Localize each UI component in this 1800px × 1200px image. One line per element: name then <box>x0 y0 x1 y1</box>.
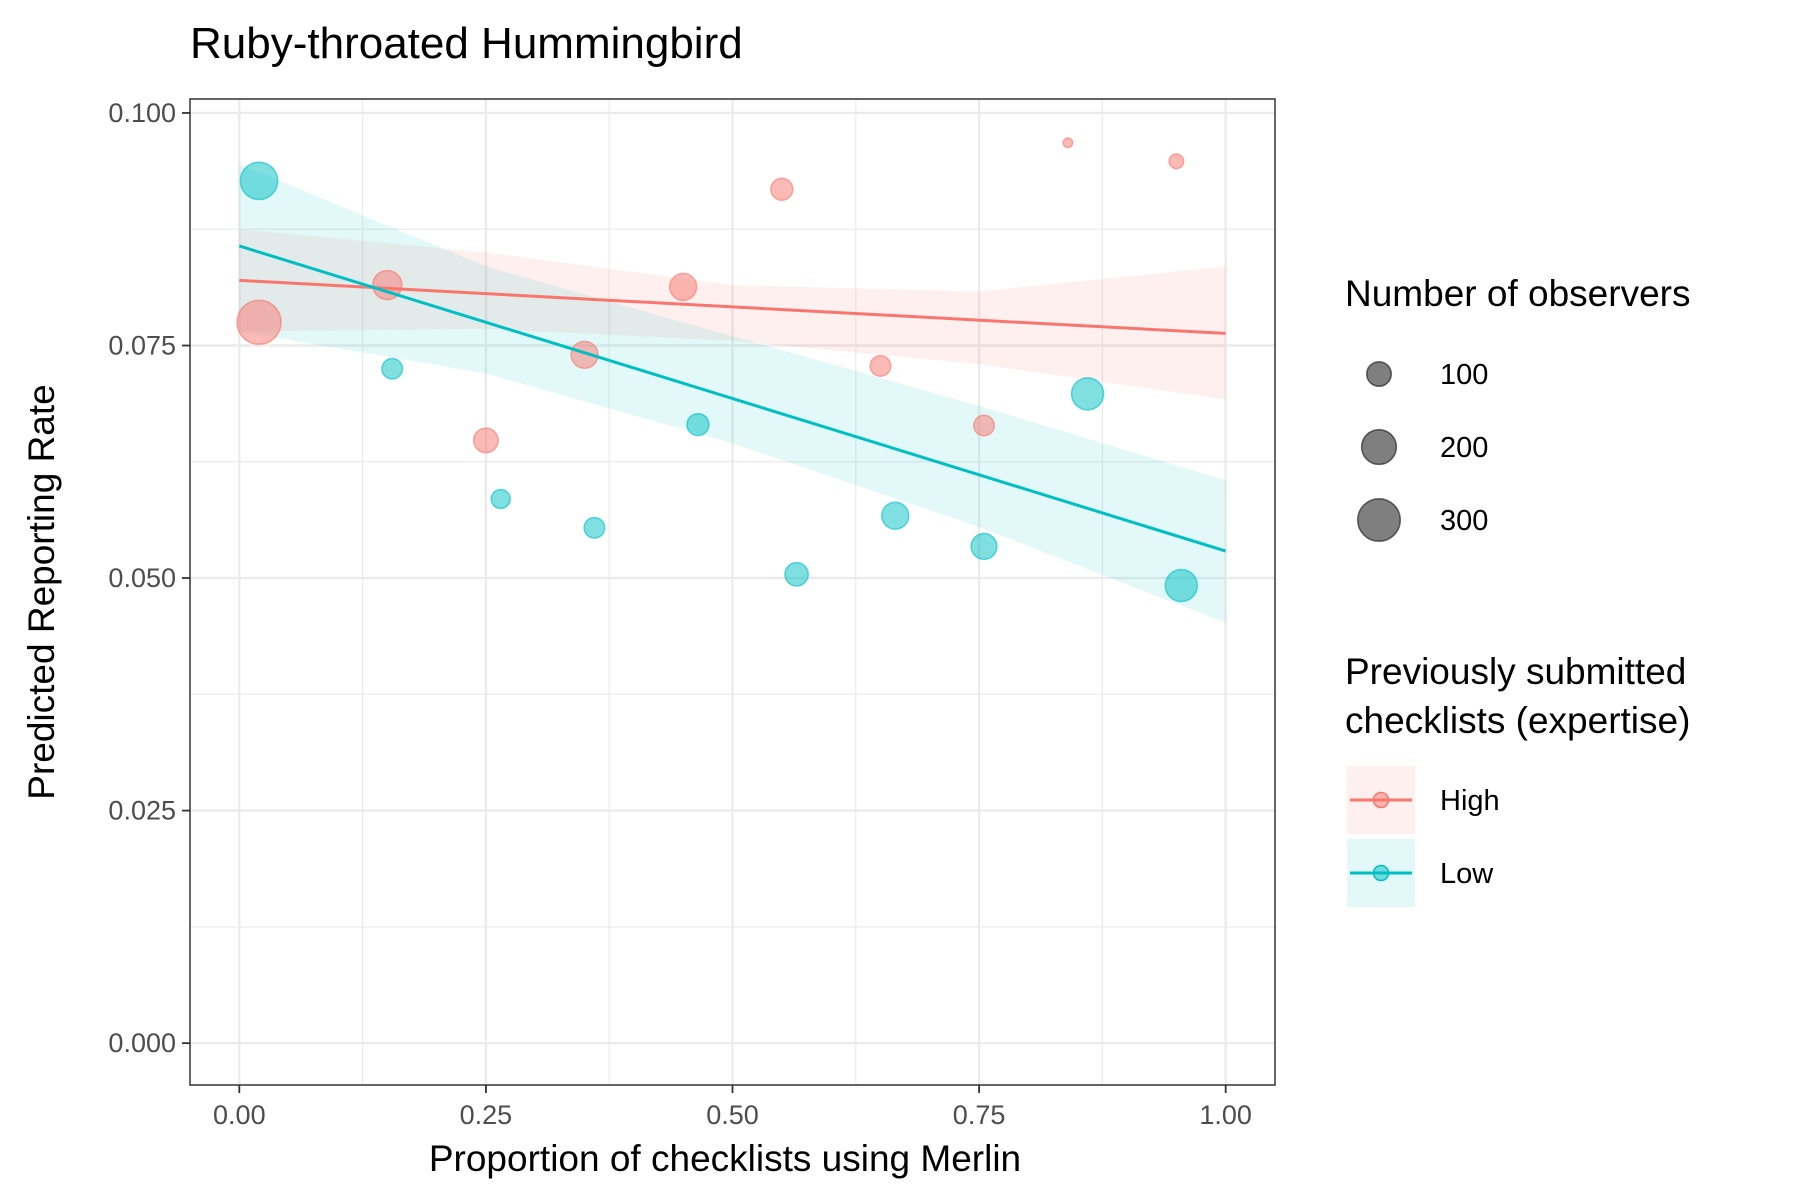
data-point-low <box>381 357 404 380</box>
trend-line-high <box>239 278 1226 335</box>
data-point-low <box>970 532 998 561</box>
trend-line-low <box>238 244 1227 553</box>
data-point-high <box>472 427 499 454</box>
color-legend-label: Low <box>1440 858 1494 890</box>
chart-title: Ruby-throated Hummingbird <box>190 19 743 68</box>
size-legend-key <box>1356 497 1402 543</box>
data-point-high <box>668 272 698 302</box>
size-legend-label: 200 <box>1440 432 1488 464</box>
y-tick-label: 0.050 <box>108 563 176 593</box>
y-axis: 0.000 0.025 0.050 0.075 0.100 <box>108 98 190 1058</box>
data-point-low <box>686 412 710 437</box>
plot-panel <box>189 98 1276 1086</box>
size-legend-key <box>1360 428 1398 466</box>
confidence-band-low <box>239 164 1226 623</box>
size-legend-title: Number of observers <box>1345 273 1690 314</box>
color-legend-title: checklists (expertise) <box>1345 700 1690 741</box>
data-point-high <box>972 414 996 437</box>
color-legend-key-point <box>1372 791 1390 809</box>
legend: Number of observers 100 200 300 Previously s… <box>1345 273 1690 907</box>
data-point-low <box>490 488 511 510</box>
y-tick-label: 0.000 <box>108 1028 176 1058</box>
data-point-low <box>1070 377 1105 411</box>
y-tick-label: 0.025 <box>108 796 176 826</box>
x-axis: 0.00 0.25 0.50 0.75 1.00 <box>213 1085 1252 1130</box>
size-legend-key <box>1365 360 1393 388</box>
x-tick-label: 0.75 <box>953 1100 1006 1130</box>
data-point-low <box>784 561 810 587</box>
y-axis-title: Predicted Reporting Rate <box>21 384 62 799</box>
y-tick-label: 0.075 <box>108 331 176 361</box>
color-legend-title: Previously submitted <box>1345 651 1686 692</box>
data-point-high <box>236 299 282 345</box>
x-axis-title: Proportion of checklists using Merlin <box>429 1138 1021 1179</box>
data-point-high <box>570 340 599 370</box>
color-legend-label: High <box>1440 785 1500 817</box>
color-legend-key-point <box>1372 864 1390 882</box>
data-point-low <box>239 161 279 201</box>
x-tick-label: 0.00 <box>213 1100 266 1130</box>
size-legend-label: 300 <box>1440 505 1488 537</box>
data-point-low <box>1164 568 1199 603</box>
data-point-low <box>583 516 606 539</box>
x-tick-label: 0.25 <box>460 1100 513 1130</box>
data-point-low <box>881 501 910 530</box>
x-tick-label: 0.50 <box>706 1100 759 1130</box>
x-tick-label: 1.00 <box>1199 1100 1252 1130</box>
confidence-band-high <box>239 229 1226 400</box>
data-point-high <box>1062 137 1074 149</box>
data-point-high <box>1168 153 1185 170</box>
data-point-high <box>770 177 794 201</box>
y-tick-label: 0.100 <box>108 98 176 128</box>
data-point-high <box>371 269 403 301</box>
data-point-high <box>869 354 892 378</box>
size-legend-label: 100 <box>1440 359 1488 391</box>
